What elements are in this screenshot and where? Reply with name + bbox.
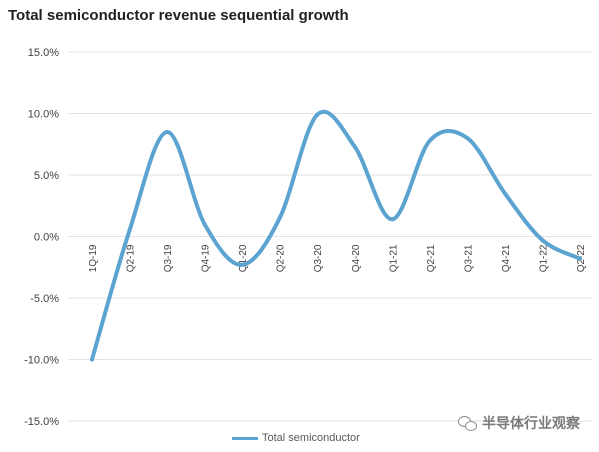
x-tick-label: Q4-21 xyxy=(501,244,512,272)
x-tick-label: Q3-20 xyxy=(313,244,324,272)
y-tick-label: 10.0% xyxy=(28,109,59,121)
y-tick-label: 0.0% xyxy=(34,232,59,244)
x-tick-label: Q4-19 xyxy=(201,244,212,272)
data-point xyxy=(277,216,282,221)
data-point xyxy=(352,144,357,149)
legend: Total semiconductor xyxy=(232,432,360,444)
x-tick-label: 1Q-19 xyxy=(88,244,99,272)
x-tick-label: Q3-21 xyxy=(463,244,474,272)
data-point xyxy=(202,222,207,227)
data-point xyxy=(578,256,582,261)
data-point xyxy=(165,129,170,134)
x-tick-label: Q1-20 xyxy=(238,244,249,272)
x-axis-ticks: 1Q-19 Q2-19 Q3-19 Q4-19 Q1-20 Q2-20 Q3-20 Q4-20… xyxy=(88,244,587,272)
data-point xyxy=(90,357,94,362)
data-point xyxy=(127,228,132,233)
x-tick-label: Q2-21 xyxy=(426,244,437,272)
x-tick-label: Q2-19 xyxy=(126,244,137,272)
watermark-text: 半导体行业观察 xyxy=(482,415,580,431)
x-tick-label: Q1-22 xyxy=(538,244,549,272)
y-tick-label: 15.0% xyxy=(28,47,59,59)
data-point xyxy=(427,138,432,143)
series-layer xyxy=(90,109,582,362)
data-point xyxy=(502,191,507,196)
gridlines xyxy=(68,51,592,422)
data-point xyxy=(240,262,245,267)
y-axis-ticks: -15.0% -10.0% -5.0% 0.0% 5.0% 10.0% 15.0% xyxy=(24,47,59,428)
wechat-icon xyxy=(458,415,478,431)
y-tick-label: -15.0% xyxy=(24,416,59,428)
watermark: 半导体行业观察 xyxy=(458,413,580,433)
x-tick-label: Q2-20 xyxy=(276,244,287,272)
y-tick-label: 5.0% xyxy=(34,170,59,182)
y-tick-label: -5.0% xyxy=(30,293,59,305)
x-tick-label: Q3-19 xyxy=(163,244,174,272)
chart-title: Total semiconductor revenue sequential g… xyxy=(8,7,349,24)
legend-swatch xyxy=(232,436,258,440)
data-point xyxy=(465,136,470,141)
x-tick-label: Q4-20 xyxy=(351,244,362,272)
data-point xyxy=(390,217,395,222)
y-tick-label: -10.0% xyxy=(24,355,59,367)
data-point xyxy=(315,112,320,117)
data-point xyxy=(540,238,545,243)
series-line xyxy=(90,109,582,362)
x-tick-label: Q1-21 xyxy=(388,244,399,272)
legend-label: Total semiconductor xyxy=(262,432,360,444)
